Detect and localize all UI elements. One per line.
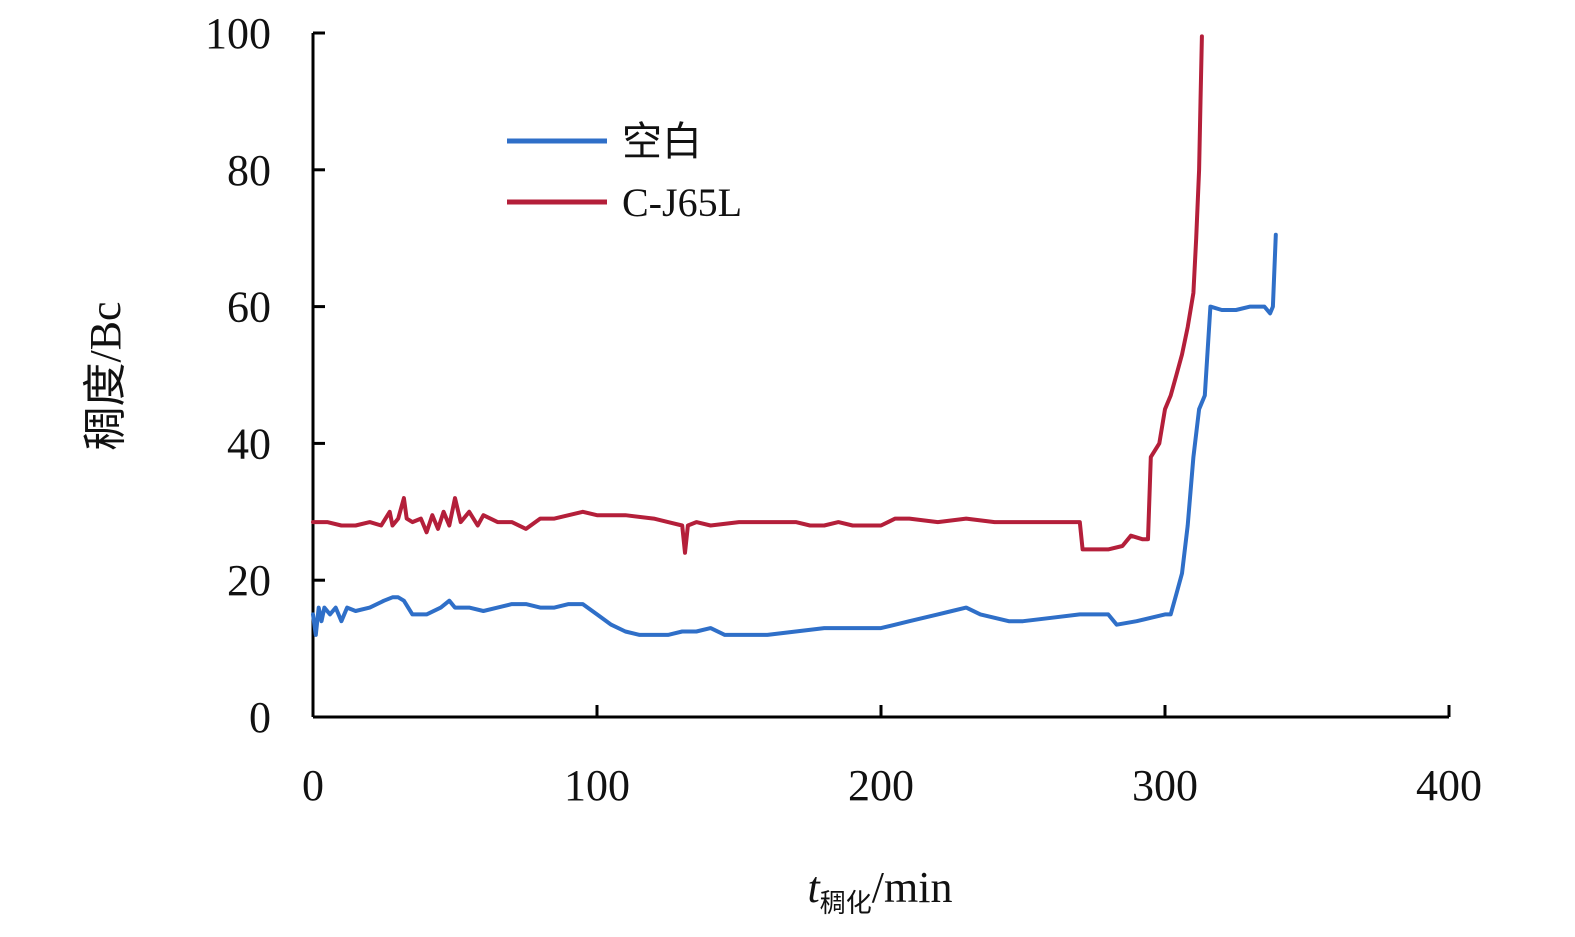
y-tick-label-20: 20 bbox=[227, 556, 271, 605]
x-axis-subscript: 稠化 bbox=[820, 889, 872, 918]
y-axis-title: 稠度/Bc bbox=[81, 301, 130, 450]
x-tick-label-400: 400 bbox=[1416, 761, 1482, 810]
x-tick-label-0: 0 bbox=[302, 761, 324, 810]
axes: 0 20 40 60 80 100 0 100 200 300 400 bbox=[205, 9, 1482, 810]
x-axis-variable: t bbox=[808, 863, 822, 912]
y-tick-label-40: 40 bbox=[227, 419, 271, 468]
x-tick-label-100: 100 bbox=[564, 761, 630, 810]
x-axis-unit: /min bbox=[872, 863, 953, 912]
legend-label-0: 空白 bbox=[622, 119, 702, 164]
x-tick-label-300: 300 bbox=[1132, 761, 1198, 810]
series-line-0 bbox=[311, 232, 1278, 637]
y-tick-label-60: 60 bbox=[227, 283, 271, 332]
y-tick-label-80: 80 bbox=[227, 146, 271, 195]
legend: 空白 C-J65L bbox=[507, 119, 742, 225]
x-axis-title: t稠化/min bbox=[808, 863, 953, 918]
series-line-1 bbox=[311, 34, 1204, 555]
x-tick-label-200: 200 bbox=[848, 761, 914, 810]
y-tick-label-100: 100 bbox=[205, 9, 271, 58]
legend-label-1: C-J65L bbox=[622, 180, 742, 225]
series-layer bbox=[311, 34, 1278, 637]
y-tick-label-0: 0 bbox=[249, 693, 271, 742]
